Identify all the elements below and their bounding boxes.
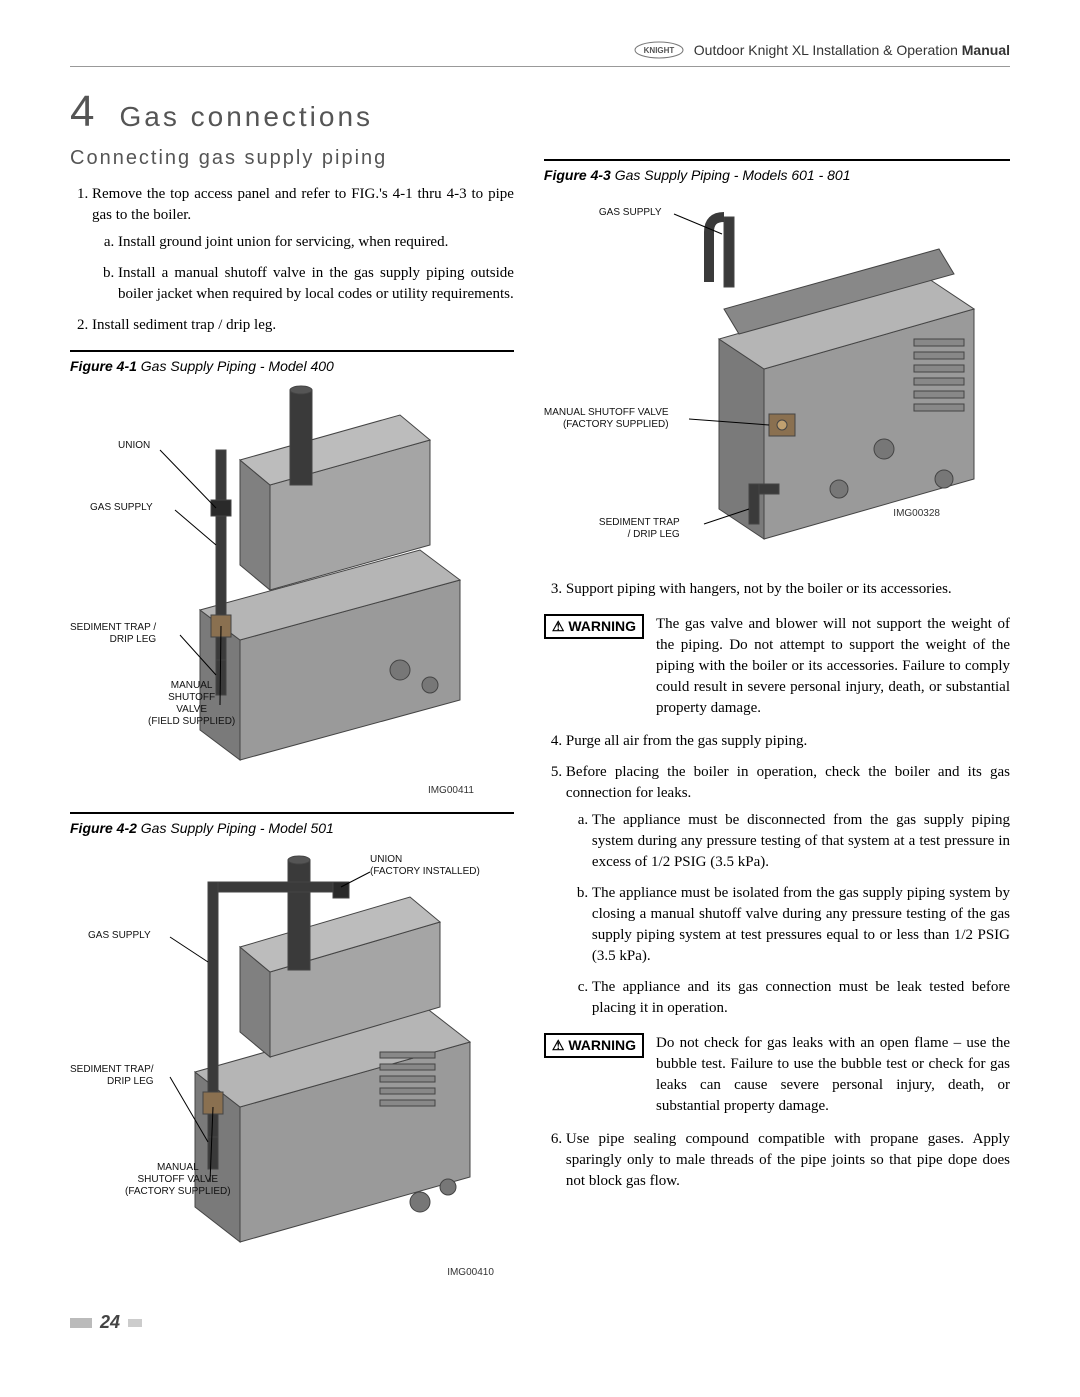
image-id: IMG00411 — [428, 785, 474, 796]
page-header: KNIGHT Outdoor Knight XL Installation & … — [70, 40, 1010, 67]
manual-word: Manual — [962, 42, 1010, 58]
warning-icon: ⚠ WARNING — [544, 614, 644, 639]
page-number: 24 — [100, 1312, 120, 1333]
list-item: Use pipe sealing compound compatible wit… — [566, 1129, 1010, 1192]
figure-caption: Figure 4-2 Gas Supply Piping - Model 501 — [70, 820, 514, 836]
figure-label: Figure 4-2 — [70, 820, 137, 836]
warning-block: ⚠ WARNING Do not check for gas leaks wit… — [544, 1033, 1010, 1117]
boiler-diagram-icon — [70, 842, 510, 1282]
figure-4-1: UNION GAS SUPPLY SEDIMENT TRAP / DRIP LE… — [70, 380, 514, 800]
chapter-number: 4 — [70, 87, 94, 137]
callout-union: UNION — [118, 440, 150, 452]
list-item-text: Remove the top access panel and refer to… — [92, 186, 514, 223]
callout-sediment: SEDIMENT TRAP / DRIP LEG — [599, 517, 680, 541]
figure-label: Figure 4-1 — [70, 358, 137, 374]
callout-gas-supply: GAS SUPPLY — [88, 930, 151, 942]
brand-logo: KNIGHT — [634, 40, 684, 60]
list-item: The appliance must be isolated from the … — [592, 883, 1010, 967]
footer-decor-icon — [70, 1318, 92, 1328]
callout-sediment: SEDIMENT TRAP / DRIP LEG — [70, 622, 156, 646]
callout-union: UNION (FACTORY INSTALLED) — [370, 854, 480, 878]
list-item: Remove the top access panel and refer to… — [92, 184, 514, 305]
list-item: The appliance and its gas connection mus… — [592, 977, 1010, 1019]
list-item: Install sediment trap / drip leg. — [92, 315, 514, 336]
instruction-list-2: Support piping with hangers, not by the … — [544, 579, 1010, 600]
callout-valve: MANUAL SHUTOFF VALVE (FIELD SUPPLIED) — [148, 680, 235, 728]
image-id: IMG00410 — [447, 1267, 494, 1278]
figure-label: Figure 4-3 — [544, 167, 611, 183]
header-title: Outdoor Knight XL Installation & Operati… — [694, 42, 1010, 58]
figure-desc: Gas Supply Piping - Model 400 — [141, 358, 334, 374]
list-item: The appliance must be disconnected from … — [592, 810, 1010, 873]
svg-text:KNIGHT: KNIGHT — [643, 46, 674, 55]
callout-valve: MANUAL SHUTOFF VALVE (FACTORY SUPPLIED) — [125, 1162, 231, 1198]
figure-desc: Gas Supply Piping - Models 601 - 801 — [615, 167, 851, 183]
list-item: Before placing the boiler in operation, … — [566, 762, 1010, 1019]
warning-block: ⚠ WARNING The gas valve and blower will … — [544, 614, 1010, 719]
callout-sediment: SEDIMENT TRAP/ DRIP LEG — [70, 1064, 154, 1088]
chapter-heading: 4 Gas connections — [70, 87, 1010, 137]
figure-rule — [70, 350, 514, 352]
section-subheading: Connecting gas supply piping — [70, 147, 514, 170]
figure-rule — [544, 159, 1010, 161]
callout-valve: MANUAL SHUTOFF VALVE (FACTORY SUPPLIED) — [544, 407, 669, 431]
sub-list: The appliance must be disconnected from … — [566, 810, 1010, 1019]
footer-decor-icon — [128, 1319, 142, 1327]
list-item: Install a manual shutoff valve in the ga… — [118, 263, 514, 305]
sub-list: Install ground joint union for servicing… — [92, 232, 514, 305]
chapter-title: Gas connections — [119, 101, 373, 133]
left-column: Connecting gas supply piping Remove the … — [70, 147, 514, 1282]
list-item-text: Before placing the boiler in operation, … — [566, 764, 1010, 801]
instruction-list-1: Remove the top access panel and refer to… — [70, 184, 514, 336]
figure-caption: Figure 4-1 Gas Supply Piping - Model 400 — [70, 358, 514, 374]
warning-text: Do not check for gas leaks with an open … — [656, 1033, 1010, 1117]
list-item: Install ground joint union for servicing… — [118, 232, 514, 253]
figure-4-3: GAS SUPPLY MANUAL SHUTOFF VALVE (FACTORY… — [544, 189, 1010, 579]
page-footer: 24 — [70, 1312, 1010, 1333]
warning-text: The gas valve and blower will not suppor… — [656, 614, 1010, 719]
list-item: Purge all air from the gas supply piping… — [566, 731, 1010, 752]
callout-gas-supply: GAS SUPPLY — [90, 502, 153, 514]
figure-rule — [70, 812, 514, 814]
right-column: Figure 4-3 Gas Supply Piping - Models 60… — [544, 147, 1010, 1282]
instruction-list-4: Use pipe sealing compound compatible wit… — [544, 1129, 1010, 1192]
warning-icon: ⚠ WARNING — [544, 1033, 644, 1058]
figure-4-2: UNION (FACTORY INSTALLED) GAS SUPPLY SED… — [70, 842, 514, 1282]
figure-desc: Gas Supply Piping - Model 501 — [141, 820, 334, 836]
callout-gas-supply: GAS SUPPLY — [599, 207, 662, 219]
image-id: IMG00328 — [893, 508, 940, 519]
instruction-list-3: Purge all air from the gas supply piping… — [544, 731, 1010, 1019]
doc-title: Outdoor Knight XL Installation & Operati… — [694, 42, 958, 58]
list-item: Support piping with hangers, not by the … — [566, 579, 1010, 600]
figure-caption: Figure 4-3 Gas Supply Piping - Models 60… — [544, 167, 1010, 183]
